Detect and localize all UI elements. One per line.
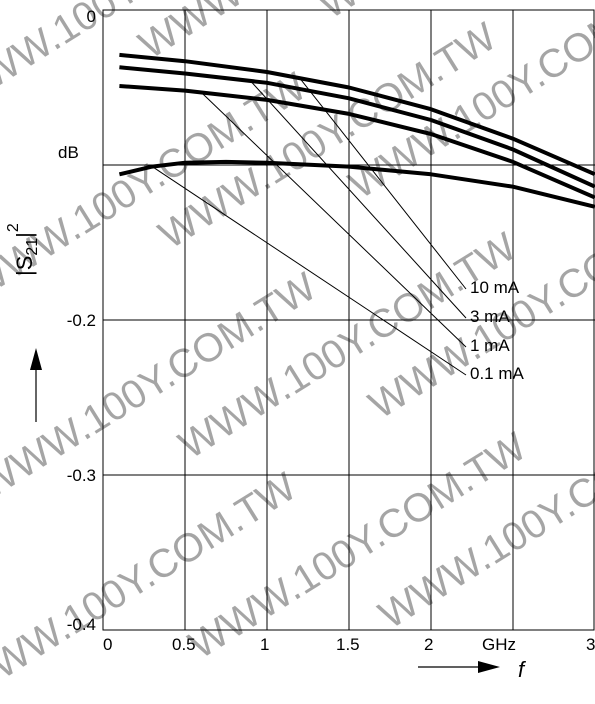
callout-leader-line: [201, 92, 467, 348]
x-tick-label: 3: [586, 635, 595, 654]
callout-label: 0.1 mA: [470, 364, 525, 383]
series-line-10-ma: [119, 52, 595, 177]
callout-label: 10 mA: [470, 278, 520, 297]
y-axis-label: |S21|2: [5, 223, 41, 276]
y-unit-label: dB: [58, 143, 79, 162]
y-axis-arrow: [30, 348, 42, 422]
series-line-1-ma: [119, 84, 595, 200]
x-tick-label: 0: [103, 635, 112, 654]
x-axis-label: f: [518, 657, 527, 682]
watermark-text: WWW.100Y.COM.TW: [311, 0, 595, 28]
x-tick-label: 1.5: [336, 635, 360, 654]
x-tick-label: 2: [424, 635, 433, 654]
x-unit-label: GHz: [482, 635, 516, 654]
callout-label: 3 mA: [470, 307, 510, 326]
y-tick-label: -0.4: [67, 615, 96, 634]
series-lines: [118, 52, 595, 209]
series-line-3-ma: [119, 65, 595, 189]
plot-frame: [102, 9, 595, 631]
x-tick-label: 1: [260, 635, 269, 654]
y-tick-label: -0.2: [67, 311, 96, 330]
callout-label: 1 mA: [470, 336, 510, 355]
y-tick-label: 0: [87, 7, 96, 26]
callout-leader-lines: [151, 77, 467, 376]
callout-leader-line: [250, 80, 467, 319]
y-tick-labels: 0 -0.2 -0.3 -0.4: [67, 7, 96, 634]
callout-leader-line: [299, 77, 467, 290]
y-tick-label: -0.3: [67, 466, 96, 485]
series-line-0-1-ma: [118, 159, 595, 209]
x-tick-labels: 0 0.5 1 1.5 2 3: [103, 635, 595, 654]
grid-lines: [103, 10, 595, 630]
callout-leader-line: [151, 166, 467, 376]
x-axis-arrow: [418, 661, 500, 673]
x-tick-label: 0.5: [172, 635, 196, 654]
series-callout-labels: 10 mA 3 mA 1 mA 0.1 mA: [470, 278, 525, 383]
